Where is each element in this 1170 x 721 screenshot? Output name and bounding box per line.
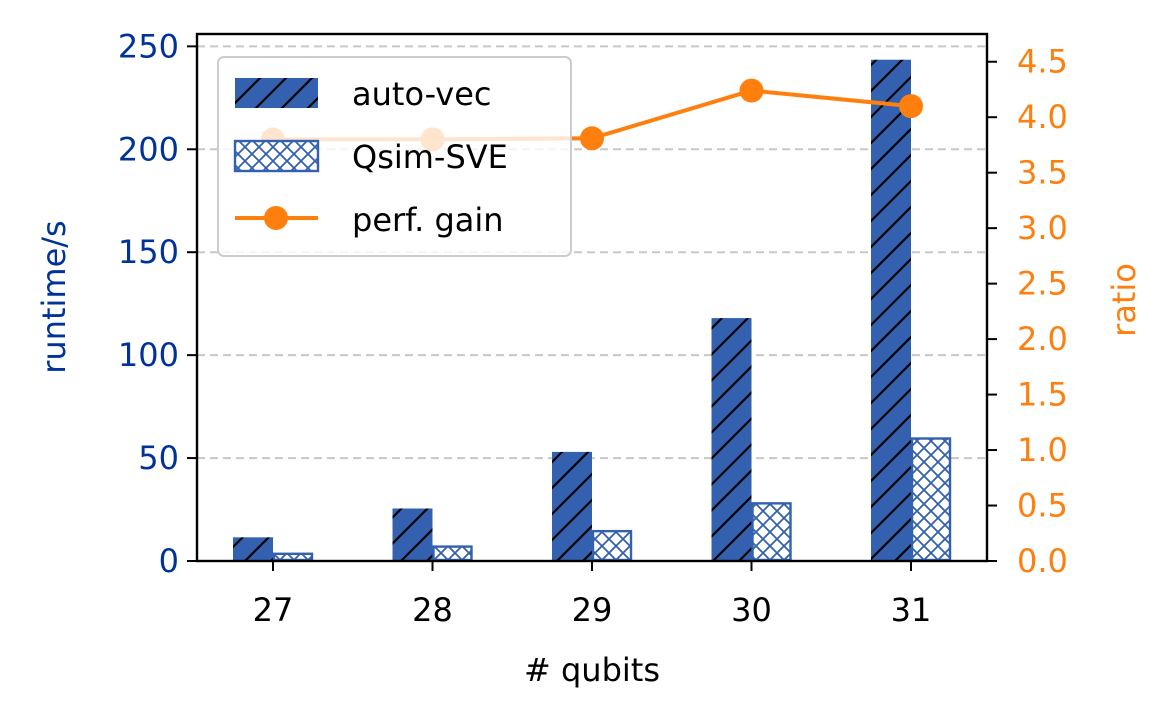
bar-auto-vec — [711, 318, 752, 561]
right-tick-label: 1.0 — [1017, 431, 1068, 469]
right-tick-label: 0.0 — [1017, 542, 1068, 580]
right-tick-label: 2.0 — [1017, 320, 1068, 358]
left-tick-label: 0 — [159, 542, 179, 580]
legend-label-auto-vec: auto-vec — [352, 75, 492, 113]
point-perf-gain — [580, 126, 604, 151]
bar-auto-vec — [233, 537, 273, 561]
left-axis: 0 50 100 150 200 250 — [118, 27, 197, 580]
right-axis-title: ratio — [1105, 263, 1143, 337]
x-axis: 27 28 29 30 31 — [253, 561, 932, 629]
legend-swatch-auto-vec — [235, 78, 318, 108]
left-tick-label: 200 — [118, 130, 179, 168]
right-tick-label: 1.5 — [1017, 376, 1068, 414]
left-tick-label: 100 — [118, 336, 179, 374]
left-tick-label: 50 — [138, 439, 179, 477]
bar-qsim-sve — [910, 437, 952, 562]
legend-marker-perf-gain — [264, 206, 288, 230]
right-tick-label: 3.0 — [1017, 209, 1068, 247]
x-tick-label: 28 — [412, 591, 453, 629]
point-perf-gain — [739, 78, 764, 103]
bar-qsim-sve — [432, 545, 473, 562]
legend-swatch-qsim-sve — [233, 139, 320, 173]
x-tick-label: 27 — [253, 591, 294, 629]
x-tick-label: 31 — [891, 591, 932, 629]
left-tick-label: 250 — [118, 27, 179, 65]
x-tick-label: 30 — [731, 591, 772, 629]
left-axis-title: runtime/s — [35, 220, 73, 373]
x-axis-title: # qubits — [524, 651, 660, 689]
bar-qsim-sve — [272, 552, 314, 562]
legend: auto-vec Qsim-SVE perf. gain — [217, 56, 572, 257]
right-tick-label: 3.5 — [1017, 154, 1068, 192]
legend-label-perf-gain: perf. gain — [352, 201, 504, 239]
right-tick-label: 2.5 — [1017, 265, 1068, 303]
bar-qsim-sve — [591, 529, 633, 562]
bar-auto-vec — [871, 59, 911, 561]
right-tick-label: 0.5 — [1017, 487, 1068, 525]
legend-label-qsim-sve: Qsim-SVE — [352, 138, 508, 176]
right-tick-label: 4.0 — [1017, 98, 1068, 136]
x-tick-label: 29 — [572, 591, 613, 629]
right-tick-label: 4.5 — [1017, 43, 1068, 81]
point-perf-gain — [899, 94, 923, 119]
left-tick-label: 150 — [118, 233, 179, 271]
bar-qsim-sve — [751, 502, 792, 562]
bar-auto-vec — [392, 508, 433, 561]
bar-auto-vec — [552, 451, 592, 561]
bars — [233, 59, 952, 562]
right-axis: 0.0 0.5 1.0 1.5 2.0 2.5 3.0 3.5 4.0 4.5 — [987, 43, 1068, 580]
